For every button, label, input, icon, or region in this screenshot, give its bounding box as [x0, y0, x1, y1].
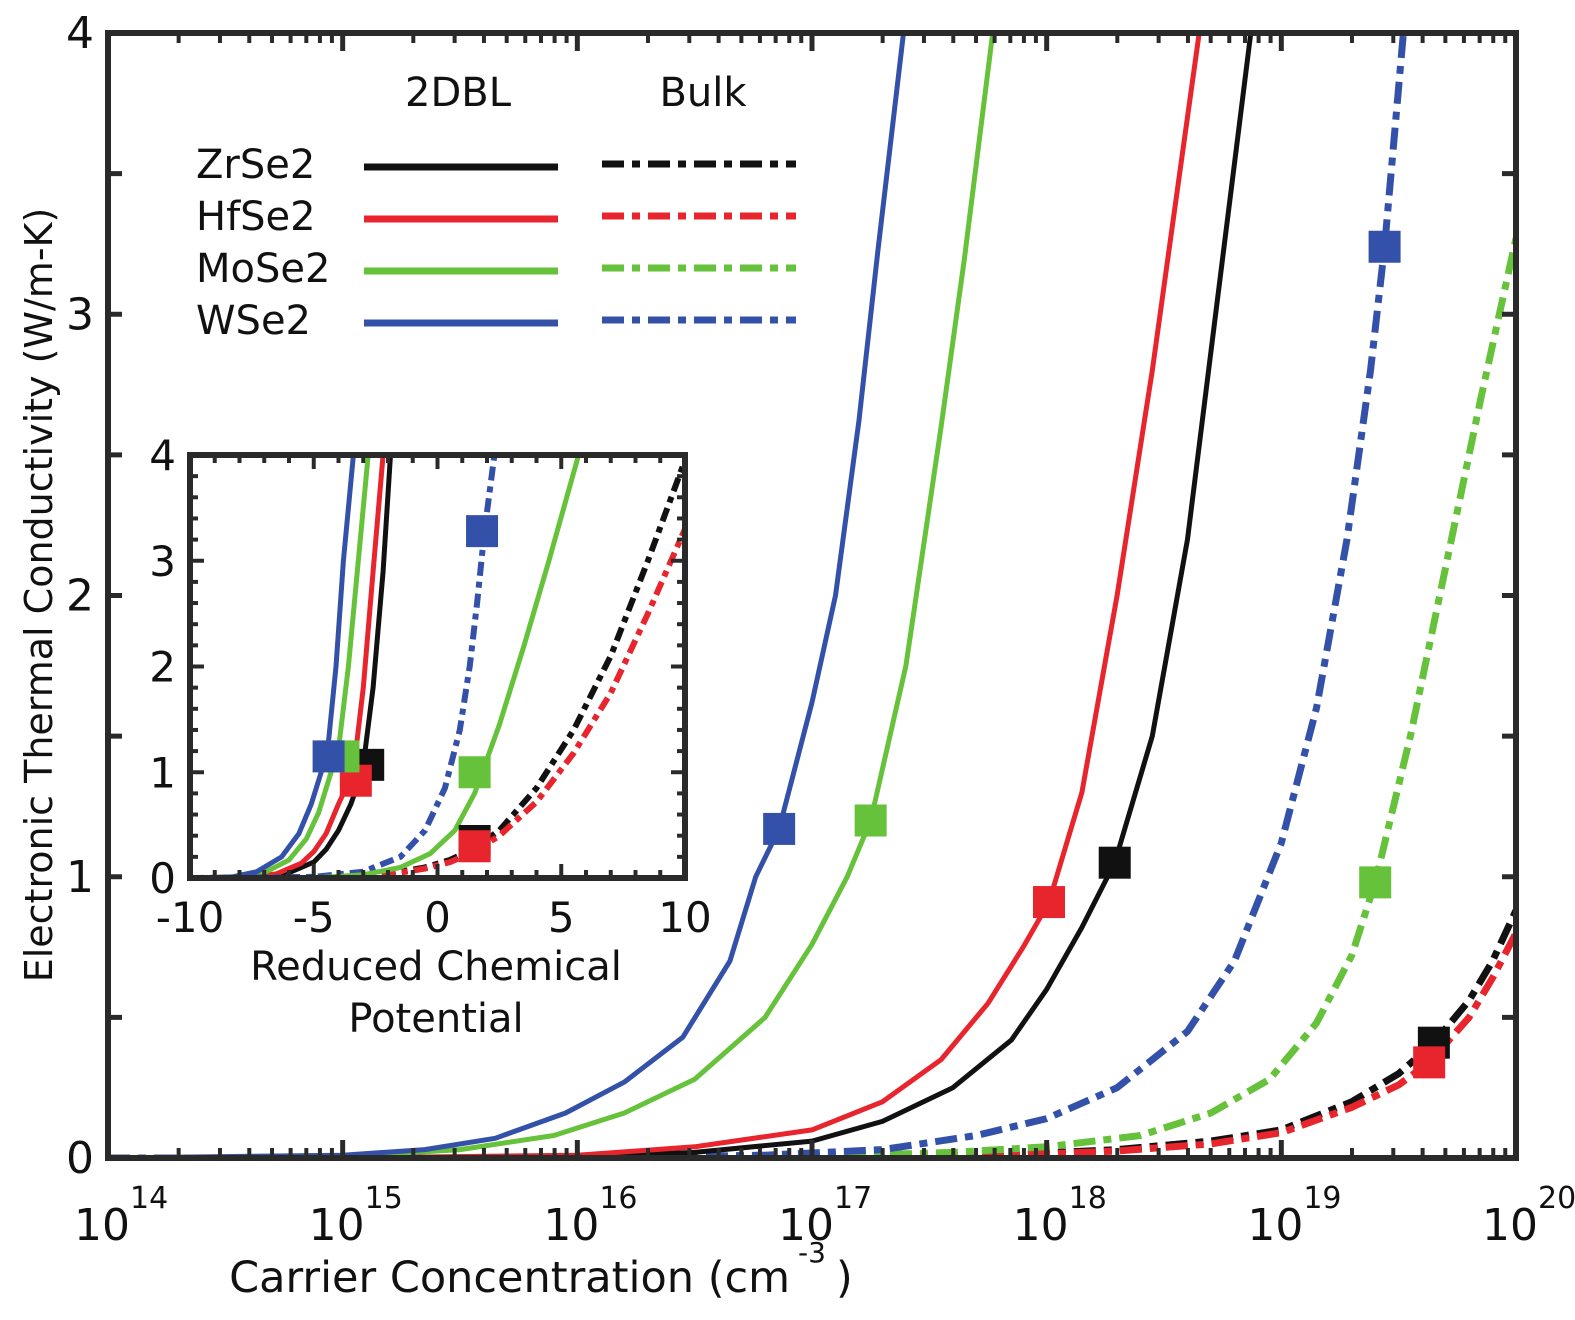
legend-label-mose2: MoSe2: [196, 246, 330, 292]
inset-x-tick-label: -10: [156, 893, 225, 942]
x-tick-label: 10: [309, 1200, 365, 1251]
inset-y-tick-label: 3: [149, 537, 176, 586]
inset-background: [190, 455, 685, 878]
y-tick-label: 0: [66, 1133, 94, 1184]
inset-markers-group: [312, 515, 499, 863]
inset-series-line-wse2-2dbl: [190, 455, 356, 878]
legend-label-hfse2: HfSe2: [196, 194, 316, 240]
y-axis-label: Electronic Thermal Conductivity (W/m-K): [17, 208, 61, 983]
inset-marker-hfse2-bulk: [458, 830, 491, 863]
x-tick-label-exponent: 18: [1069, 1181, 1107, 1216]
inset-y-tick-label: 0: [149, 854, 176, 903]
x-tick-label: 10: [74, 1200, 130, 1251]
x-tick-label-exponent: 15: [365, 1181, 403, 1216]
inset-series-line-zrse2-bulk: [190, 459, 685, 878]
inset-marker-wse2-2dbl: [312, 740, 345, 773]
inset-y-tick-label: 2: [149, 643, 176, 692]
x-axis-label-text: Carrier Concentration (cm: [229, 1253, 790, 1303]
x-tick-label: 10: [1013, 1200, 1069, 1251]
x-axis-label-superscript: -3: [798, 1236, 826, 1269]
inset-x-tick-label: 0: [424, 893, 451, 942]
series-line-wse2-2dbl: [108, 33, 906, 1158]
legend-label-zrse2: ZrSe2: [196, 142, 315, 188]
x-tick-label-exponent: 19: [1303, 1181, 1341, 1216]
marker-wse2-2dbl: [763, 812, 796, 845]
x-tick-label: 10: [778, 1200, 834, 1251]
inset-x-tick-label: -5: [293, 893, 335, 942]
inset-ticks-group: [188, 453, 687, 880]
marker-zrse2-2dbl: [1098, 846, 1131, 879]
inset-series-line-hfse2-2dbl: [190, 455, 386, 878]
y-tick-label: 1: [66, 852, 94, 903]
series-line-mose2-2dbl: [108, 33, 996, 1158]
inset-marker-mose2-2dbl-shifted: [458, 756, 491, 789]
inset-x-axis-label-line2: Potential: [348, 996, 523, 1042]
main-markers-group: [763, 230, 1450, 1079]
inset-x-tick-label: 10: [658, 893, 711, 942]
inset-y-tick-label: 1: [149, 748, 176, 797]
x-tick-label-exponent: 17: [834, 1181, 872, 1216]
inset-marker-wse2-bulk: [466, 515, 499, 548]
x-axis-label: Carrier Concentration (cm: [229, 1253, 790, 1303]
x-tick-label-exponent: 16: [599, 1181, 637, 1216]
series-line-hfse2-2dbl: [108, 33, 1202, 1158]
y-tick-label: 2: [66, 571, 94, 622]
x-tick-label: 10: [1482, 1200, 1538, 1251]
inset-ticklabels-group: -10 -5 0 5 10 0 1 2 3 4: [149, 431, 711, 942]
y-tick-label: 4: [66, 8, 94, 59]
marker-mose2-2dbl: [854, 804, 887, 837]
inset-x-tick-label: 5: [548, 893, 575, 942]
x-tick-label-exponent: 20: [1538, 1181, 1575, 1216]
inset-y-tick-label: 4: [149, 431, 176, 480]
x-tick-label-exponent: 14: [130, 1181, 168, 1216]
inset-plot: -10 -5 0 5 10 0 1 2 3 4 Reduced Chemical Potentia…: [149, 431, 711, 1042]
marker-hfse2-2dbl: [1033, 886, 1066, 919]
x-tick-label: 10: [543, 1200, 599, 1251]
inset-series-line-hfse2-bulk: [190, 527, 685, 878]
x-tick-label: 10: [1247, 1200, 1303, 1251]
marker-mose2-bulk: [1359, 866, 1392, 899]
main-ticks-group: [105, 30, 1519, 1161]
legend: 2DBL Bulk ZrSe2 HfSe2 MoSe2 WSe2: [196, 70, 796, 344]
inset-series-line-wse2-bulk: [190, 455, 498, 878]
x-axis-label-close-paren: ): [836, 1253, 853, 1303]
legend-header-bulk: Bulk: [659, 70, 747, 116]
marker-hfse2-bulk: [1413, 1046, 1446, 1079]
y-tick-label: 3: [66, 289, 94, 340]
legend-rows: ZrSe2 HfSe2 MoSe2 WSe2: [196, 142, 796, 344]
legend-header-2dbl: 2DBL: [405, 70, 512, 116]
series-line-wse2-bulk: [108, 33, 1407, 1158]
legend-label-wse2: WSe2: [196, 298, 311, 344]
inset-x-axis-label-line1: Reduced Chemical: [250, 944, 622, 990]
inset-series-line-zrse2-2dbl: [190, 455, 393, 878]
marker-wse2-bulk: [1368, 230, 1401, 263]
